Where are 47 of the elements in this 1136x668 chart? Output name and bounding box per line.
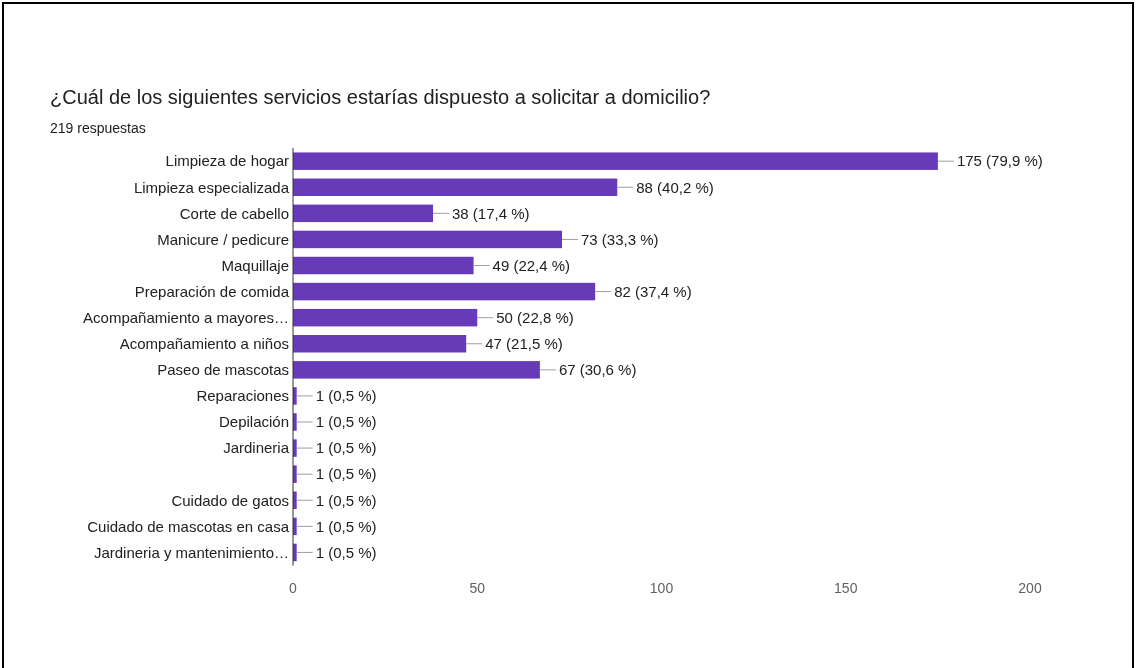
data-label: 38 (17,4 %) [452,204,530,222]
bar [293,204,434,223]
data-label: 47 (21,5 %) [485,335,563,353]
y-tick-label: Acompañamiento a niños [119,335,289,353]
chart-title: ¿Cuál de los siguientes servicios estarías dispuesto a solicitar a domicilio? [50,86,711,108]
y-tick-label: Acompañamiento a mayores… [83,308,289,326]
y-tick-label: Jardineria y mantenimiento… [93,543,289,561]
x-tick-label: 200 [1018,580,1042,596]
data-label: 82 (37,4 %) [614,282,692,300]
y-tick-label: Maquillaje [221,256,289,274]
data-label: 1 (0,5 %) [315,543,377,561]
x-tick-label: 150 [834,580,858,596]
text: 219 respuestas [50,120,146,136]
x-tick-label: 50 [469,580,486,596]
bar [293,178,618,196]
y-tick-label: Cuidado de mascotas en casa [87,517,290,535]
data-label: 1 (0,5 %) [315,517,377,535]
y-tick-label: Manicure / pedicure [157,230,289,248]
y-tick-label: Cuidado de gatos [171,491,289,509]
data-label: 1 (0,5 %) [315,387,377,405]
bar [293,335,467,353]
data-label: 88 (40,2 %) [636,178,714,196]
bar [293,361,540,379]
data-label: 1 (0,5 %) [315,465,377,483]
data-label: 175 (79,9 %) [956,152,1043,170]
y-tick-label: Jardineria [223,439,290,457]
data-label: 1 (0,5 %) [315,413,377,431]
bar [293,230,563,249]
y-tick-label: Limpieza especializada [133,178,290,196]
x-tick-label: 100 [649,580,674,596]
x-tick-label: 0 [289,580,298,596]
data-label: 50 (22,8 %) [496,308,574,326]
data-label: 49 (22,4 %) [492,256,571,274]
y-tick-label: Limpieza de hogar [165,152,289,170]
data-label: 1 (0,5 %) [315,491,377,509]
data-label: 73 (33,3 %) [581,230,659,248]
y-tick-label: Depilación [218,413,289,431]
y-tick-label: Corte de cabello [179,204,289,222]
bar [293,152,938,170]
y-tick-label: Preparación de comida [134,282,290,300]
y-tick-label: Reparaciones [196,387,289,405]
data-label: 1 (0,5 %) [315,439,377,457]
bar [293,256,474,275]
data-label: 67 (30,6 %) [558,361,637,379]
bar [293,308,478,327]
bar [293,282,596,301]
y-tick-label: Paseo de mascotas [157,361,289,379]
